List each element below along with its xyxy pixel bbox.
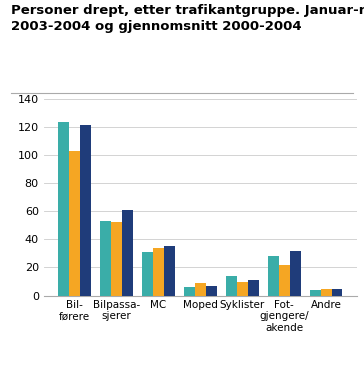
Bar [226, 276, 237, 296]
Bar [69, 150, 80, 296]
Bar [248, 280, 258, 296]
Legend: 2003, 2004, 2000-2004: 2003, 2004, 2000-2004 [86, 376, 314, 379]
Bar [321, 288, 332, 296]
Bar [290, 251, 301, 296]
Bar [100, 221, 111, 296]
Bar [122, 210, 132, 296]
Bar [142, 252, 153, 296]
Bar [332, 288, 343, 296]
Bar [164, 246, 175, 296]
Bar [268, 256, 279, 296]
Bar [206, 286, 217, 296]
Bar [237, 282, 248, 296]
Bar [195, 283, 206, 296]
Bar [310, 290, 321, 296]
Bar [111, 222, 122, 296]
Bar [80, 125, 91, 296]
Bar [184, 287, 195, 296]
Bar [153, 248, 164, 296]
Text: Personer drept, etter trafikantgruppe. Januar-november
2003-2004 og gjennomsnitt: Personer drept, etter trafikantgruppe. J… [11, 4, 364, 33]
Bar [58, 122, 69, 296]
Bar [279, 265, 290, 296]
